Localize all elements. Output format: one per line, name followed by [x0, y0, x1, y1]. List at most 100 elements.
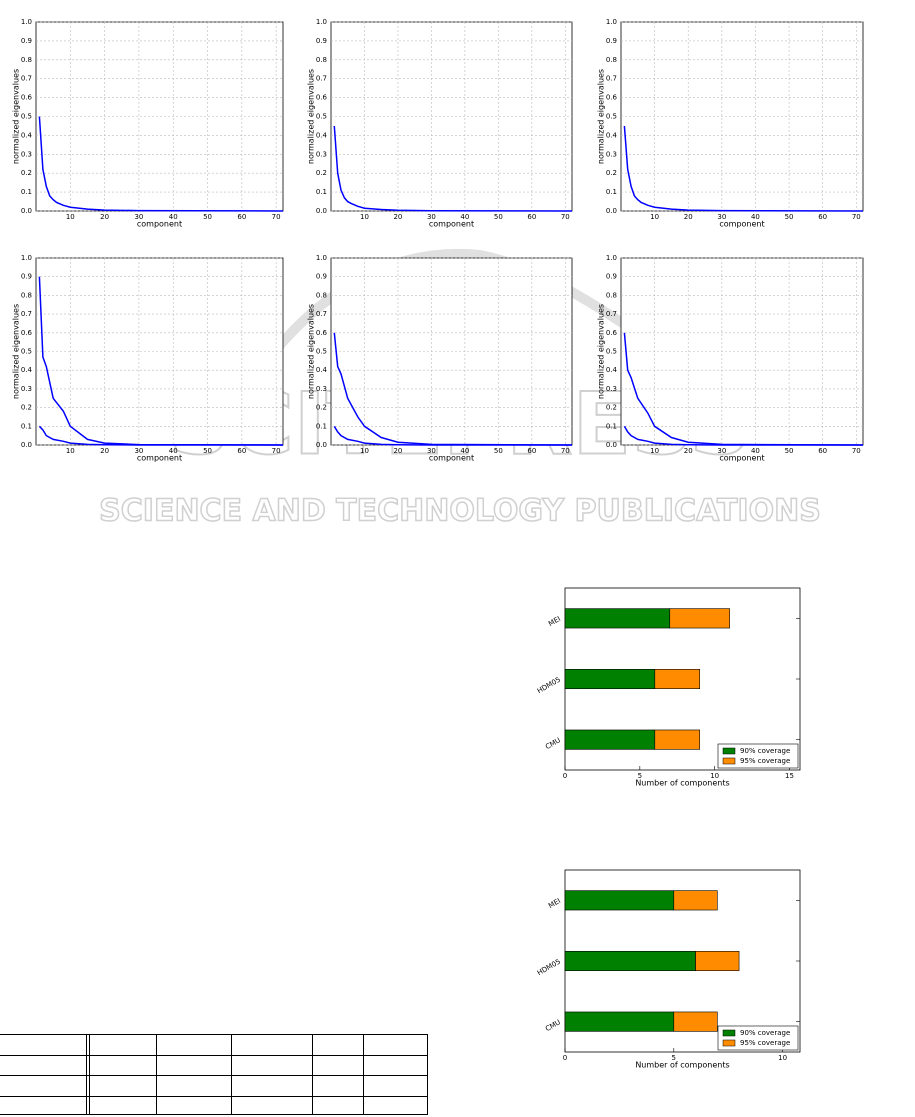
table	[0, 1034, 428, 1115]
x-tick-label: 10	[66, 213, 75, 221]
x-tick-label: 30	[717, 213, 726, 221]
y-tick-label: 0.2	[606, 404, 617, 412]
y-tick-label: 0.4	[21, 131, 33, 139]
x-tick-label: 30	[134, 447, 143, 455]
y-tick-label: 0.8	[21, 56, 32, 64]
y-tick-label: 0.5	[606, 113, 617, 121]
y-axis-label: normalized eigenvalues	[597, 69, 606, 164]
x-tick-label: 60	[527, 447, 536, 455]
x-tick-label: 5	[638, 772, 642, 780]
y-tick-label: 0.2	[21, 169, 32, 177]
y-tick-label: 0.9	[316, 273, 327, 281]
y-tick-label: 1.0	[21, 18, 32, 26]
bar	[654, 668, 701, 690]
y-axis-label: normalized eigenvalues	[12, 69, 21, 164]
y-axis-label: normalized eigenvalues	[597, 304, 606, 399]
x-tick-label: 20	[684, 447, 693, 455]
x-tick-label: 40	[751, 447, 760, 455]
chart: 10 20 30 40 50 60 70 component 0.0 0.1 0.2 0.3 0.4 0.…	[12, 254, 284, 463]
x-tick-label: 20	[684, 213, 693, 221]
y-tick-label: 0.0	[21, 207, 32, 215]
line	[38, 276, 284, 446]
bar	[564, 668, 656, 690]
x-tick-label: 0	[563, 1054, 567, 1062]
chart: 10 20 30 40 50 60 70 component 0.0 0.1 0.2 0.3 0.4 0.…	[307, 18, 573, 229]
y-tick-label: 0.0	[21, 441, 32, 449]
y-tick-label: 0.3	[21, 150, 32, 158]
y-tick-label: 0.7	[21, 75, 32, 83]
x-tick-label: 30	[134, 213, 143, 221]
y-tick-label: 0.7	[316, 310, 327, 318]
y-tick-label: CMU	[544, 1018, 562, 1033]
y-tick-label: 0.5	[21, 113, 32, 121]
y-tick-label: 0.2	[606, 169, 617, 177]
x-tick-label: 70	[852, 447, 861, 455]
x-tick-label: 10	[710, 772, 719, 780]
y-tick-label: 0.2	[316, 404, 327, 412]
y-tick-label: 0.3	[606, 385, 617, 393]
x-tick-label: 10	[650, 213, 659, 221]
y-tick-label: 0.8	[606, 291, 617, 299]
y-tick-label: 0.6	[316, 94, 328, 102]
legend-label: 90% coverage	[740, 1029, 790, 1037]
y-tick-label: 0.4	[606, 366, 618, 374]
y-axis-label: normalized eigenvalues	[307, 69, 316, 164]
bar	[695, 950, 740, 972]
y-tick-label: 0.2	[316, 169, 327, 177]
y-tick-label: 1.0	[606, 254, 617, 262]
x-tick-label: 10	[360, 213, 369, 221]
y-tick-label: 0.6	[21, 94, 33, 102]
y-tick-label: 0.8	[316, 56, 327, 64]
y-axis-label: normalized eigenvalues	[307, 304, 316, 399]
y-tick-label: 0.7	[606, 75, 617, 83]
y-tick-label: 0.6	[606, 94, 618, 102]
y-tick-label: 0.9	[21, 273, 32, 281]
chart: 0 5 10 15 Number of components CMU HDM05 MEI 90%…	[536, 587, 801, 788]
y-tick-label: 1.0	[316, 18, 327, 26]
x-tick-label: 20	[393, 447, 402, 455]
x-tick-label: 5	[672, 1054, 676, 1062]
y-tick-label: 0.7	[21, 310, 32, 318]
y-tick-label: 0.9	[606, 37, 617, 45]
chart: 10 20 30 40 50 60 70 component 0.0 0.1 0.2 0.3 0.4 0.…	[12, 18, 284, 229]
y-tick-label: 0.6	[606, 329, 618, 337]
x-tick-label: 10	[778, 1054, 787, 1062]
x-tick-label: 40	[460, 213, 469, 221]
line	[623, 125, 864, 212]
x-tick-label: 10	[360, 447, 369, 455]
x-tick-label: 0	[563, 772, 567, 780]
y-tick-label: 0.9	[21, 37, 32, 45]
y-tick-label: 0.0	[316, 441, 327, 449]
y-tick-label: 0.8	[21, 291, 32, 299]
y-tick-label: 0.3	[21, 385, 32, 393]
x-tick-label: 10	[650, 447, 659, 455]
y-tick-label: 0.4	[316, 366, 328, 374]
y-tick-label: 0.5	[21, 348, 32, 356]
watermark-arc	[215, 248, 704, 433]
x-tick-label: 70	[272, 213, 281, 221]
x-axis-label: component	[719, 454, 764, 463]
y-tick-label: 0.4	[606, 131, 618, 139]
bar	[673, 1011, 718, 1032]
chart: 10 20 30 40 50 60 70 component 0.0 0.1 0.2 0.3 0.4 0.…	[307, 254, 573, 463]
x-tick-label: 50	[494, 447, 503, 455]
line	[333, 425, 572, 446]
legend-swatch	[722, 1039, 736, 1047]
y-tick-label: 0.6	[21, 329, 33, 337]
line	[38, 425, 283, 446]
x-tick-label: 60	[818, 447, 827, 455]
chart: 10 20 30 40 50 60 70 component 0.0 0.1 0.2 0.3 0.4 0.…	[597, 254, 864, 463]
x-axis-label: component	[429, 220, 474, 229]
watermark-subtitle: SCIENCE AND TECHNOLOGY PUBLICATIONS	[99, 494, 821, 529]
x-tick-label: 60	[237, 447, 246, 455]
x-tick-label: 60	[527, 213, 536, 221]
x-tick-label: 70	[272, 447, 281, 455]
x-axis-label: component	[137, 220, 182, 229]
legend-label: 95% coverage	[740, 1039, 790, 1047]
y-tick-label: MEI	[547, 615, 562, 628]
bar	[564, 729, 656, 750]
x-tick-label: 70	[561, 213, 570, 221]
y-tick-label: 0.2	[21, 404, 32, 412]
y-tick-label: 0.9	[316, 37, 327, 45]
y-tick-label: 0.9	[606, 273, 617, 281]
